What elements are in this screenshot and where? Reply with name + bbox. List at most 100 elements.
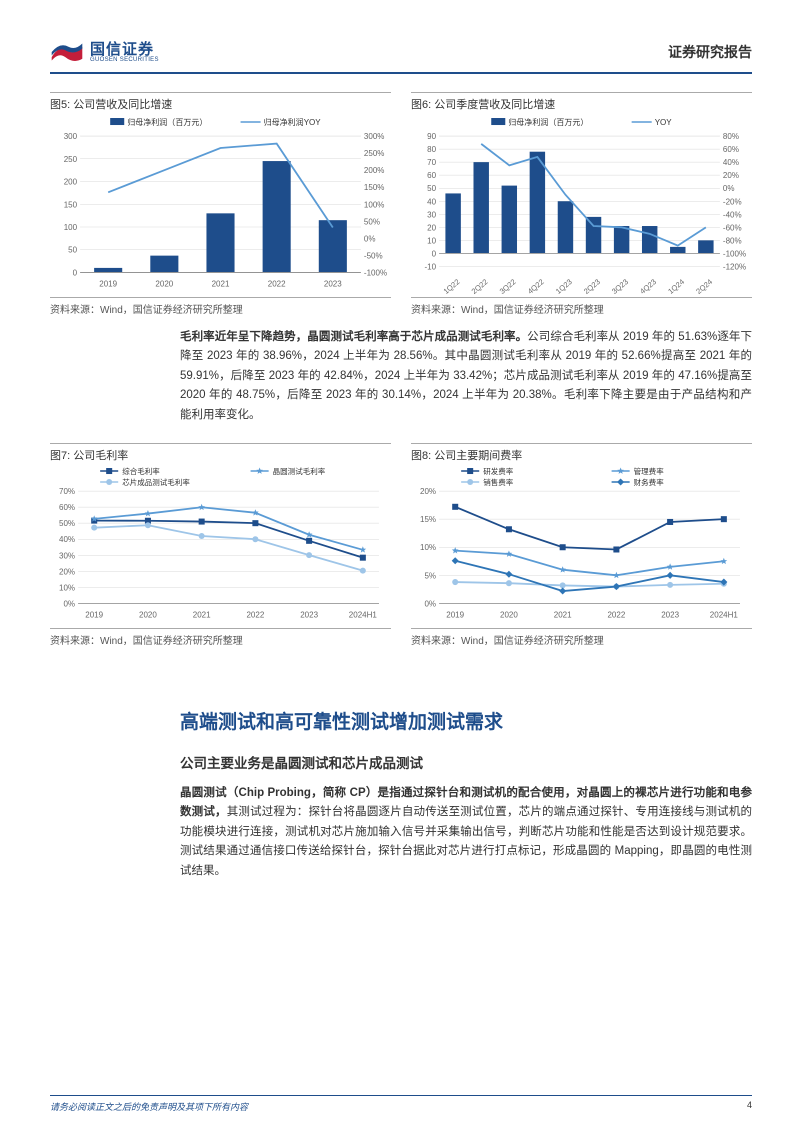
svg-text:1Q24: 1Q24 xyxy=(666,277,686,294)
svg-text:1Q22: 1Q22 xyxy=(442,277,462,294)
report-type-label: 证券研究报告 xyxy=(668,42,752,62)
svg-text:2020: 2020 xyxy=(500,611,518,620)
svg-text:50: 50 xyxy=(68,246,77,255)
guosen-logo-icon xyxy=(50,40,84,64)
svg-text:2Q24: 2Q24 xyxy=(694,277,714,294)
svg-text:60%: 60% xyxy=(59,503,75,512)
svg-text:0%: 0% xyxy=(63,600,75,609)
svg-text:40%: 40% xyxy=(723,158,739,167)
svg-text:200: 200 xyxy=(64,178,78,187)
para1-rest: 公司综合毛利率从 2019 年的 51.63%逐年下降至 2023 年的 38.… xyxy=(180,331,752,421)
chart6-box: 图6: 公司季度营收及同比增速 -100102030405060708090-1… xyxy=(411,92,752,316)
svg-text:100%: 100% xyxy=(364,200,385,209)
svg-text:20%: 20% xyxy=(420,487,436,496)
svg-text:50%: 50% xyxy=(364,217,380,226)
svg-text:2019: 2019 xyxy=(446,611,464,620)
svg-text:3Q22: 3Q22 xyxy=(498,277,518,294)
svg-text:300: 300 xyxy=(64,132,78,141)
chart5-title: 图5: 公司营收及同比增速 xyxy=(50,92,391,112)
svg-text:综合毛利率: 综合毛利率 xyxy=(122,466,160,476)
svg-text:60: 60 xyxy=(427,171,436,180)
paragraph-1: 毛利率近年呈下降趋势，晶圆测试毛利率高于芯片成品测试毛利率。公司综合毛利率从 2… xyxy=(180,328,752,426)
para1-bold: 毛利率近年呈下降趋势，晶圆测试毛利率高于芯片成品测试毛利率。 xyxy=(180,331,527,343)
svg-text:100: 100 xyxy=(64,223,78,232)
svg-text:2022: 2022 xyxy=(246,611,264,620)
logo-en-text: GUOSEN SECURITIES xyxy=(90,57,159,63)
svg-text:0: 0 xyxy=(73,268,78,277)
svg-text:90: 90 xyxy=(427,132,436,141)
svg-text:0%: 0% xyxy=(723,184,735,193)
svg-text:70: 70 xyxy=(427,158,436,167)
svg-text:10%: 10% xyxy=(59,584,75,593)
svg-text:-100%: -100% xyxy=(364,268,387,277)
svg-text:70%: 70% xyxy=(59,487,75,496)
svg-text:-10: -10 xyxy=(424,262,436,271)
chart5-svg: 050100150200250300-100%-50%0%50%100%150%… xyxy=(50,114,391,295)
svg-text:-40%: -40% xyxy=(723,210,742,219)
svg-text:2019: 2019 xyxy=(85,611,103,620)
chart6-svg: -100102030405060708090-120%-100%-80%-60%… xyxy=(411,114,752,295)
chart8-title: 图8: 公司主要期间费率 xyxy=(411,443,752,463)
svg-text:2023: 2023 xyxy=(324,279,342,288)
svg-text:20: 20 xyxy=(427,223,436,232)
svg-text:归母净利润YOY: 归母净利润YOY xyxy=(264,117,322,127)
svg-text:20%: 20% xyxy=(59,568,75,577)
svg-text:1Q23: 1Q23 xyxy=(554,277,574,294)
svg-text:40: 40 xyxy=(427,197,436,206)
svg-text:4Q22: 4Q22 xyxy=(526,277,546,294)
chart7-source: 资料来源：Wind，国信证券经济研究所整理 xyxy=(50,628,391,647)
svg-text:2022: 2022 xyxy=(268,279,286,288)
svg-text:0: 0 xyxy=(432,249,437,258)
chart7-title: 图7: 公司毛利率 xyxy=(50,443,391,463)
svg-text:40%: 40% xyxy=(59,535,75,544)
svg-text:80%: 80% xyxy=(723,132,739,141)
company-logo: 国信证券 GUOSEN SECURITIES xyxy=(50,40,159,64)
svg-text:-50%: -50% xyxy=(364,251,383,260)
svg-text:2020: 2020 xyxy=(155,279,173,288)
chart8-svg: 0%5%10%15%20%研发费率管理费率销售费率财务费率20192020202… xyxy=(411,465,752,625)
svg-text:2022: 2022 xyxy=(607,611,625,620)
chart6-source: 资料来源：Wind，国信证券经济研究所整理 xyxy=(411,297,752,316)
svg-text:10%: 10% xyxy=(420,543,436,552)
svg-text:250: 250 xyxy=(64,155,78,164)
svg-text:-80%: -80% xyxy=(723,236,742,245)
svg-text:150%: 150% xyxy=(364,183,385,192)
svg-text:20%: 20% xyxy=(723,171,739,180)
chart5-box: 图5: 公司营收及同比增速 0 50 100 150 200 250 300 -100% -50… xyxy=(50,92,391,316)
page-header: 国信证券 GUOSEN SECURITIES 证券研究报告 xyxy=(50,40,752,74)
page-footer: 请务必阅读正文之后的免责声明及其项下所有内容 4 xyxy=(50,1095,752,1113)
charts-row-2: 图7: 公司毛利率 0% 10% 20% 30% 40% 50% 60% 70% 综合毛利率 晶圆… xyxy=(50,443,752,646)
svg-text:2024H1: 2024H1 xyxy=(349,611,378,620)
svg-text:归母净利润（百万元）: 归母净利润（百万元） xyxy=(127,117,207,127)
svg-text:250%: 250% xyxy=(364,149,385,158)
svg-text:2023: 2023 xyxy=(661,611,679,620)
svg-text:150: 150 xyxy=(64,200,78,209)
section-title: 高端测试和高可靠性测试增加测试需求 xyxy=(180,707,752,734)
svg-text:YOY: YOY xyxy=(655,118,673,127)
svg-text:2Q22: 2Q22 xyxy=(470,277,490,294)
svg-text:4Q23: 4Q23 xyxy=(638,277,658,294)
svg-text:0%: 0% xyxy=(424,600,436,609)
svg-text:3Q23: 3Q23 xyxy=(610,277,630,294)
svg-text:研发费率: 研发费率 xyxy=(483,466,514,476)
svg-text:2Q23: 2Q23 xyxy=(582,277,602,294)
footer-disclaimer: 请务必阅读正文之后的免责声明及其项下所有内容 xyxy=(50,1100,248,1113)
sub-section-title: 公司主要业务是晶圆测试和芯片成品测试 xyxy=(180,752,752,772)
svg-text:2019: 2019 xyxy=(99,279,117,288)
svg-text:-20%: -20% xyxy=(723,197,742,206)
chart8-box: 图8: 公司主要期间费率 0%5%10%15%20%研发费率管理费率销售费率财务… xyxy=(411,443,752,646)
svg-text:2020: 2020 xyxy=(139,611,157,620)
svg-text:归母净利润（百万元）: 归母净利润（百万元） xyxy=(508,117,588,127)
svg-text:管理费率: 管理费率 xyxy=(634,466,665,476)
chart8-source: 资料来源：Wind，国信证券经济研究所整理 xyxy=(411,628,752,647)
svg-text:15%: 15% xyxy=(420,515,436,524)
svg-text:30: 30 xyxy=(427,210,436,219)
svg-text:2021: 2021 xyxy=(554,611,572,620)
svg-text:晶圆测试毛利率: 晶圆测试毛利率 xyxy=(273,466,326,476)
svg-text:5%: 5% xyxy=(424,572,436,581)
svg-text:30%: 30% xyxy=(59,552,75,561)
svg-text:-120%: -120% xyxy=(723,262,746,271)
svg-text:2021: 2021 xyxy=(193,611,211,620)
svg-text:10: 10 xyxy=(427,236,436,245)
svg-text:50%: 50% xyxy=(59,519,75,528)
